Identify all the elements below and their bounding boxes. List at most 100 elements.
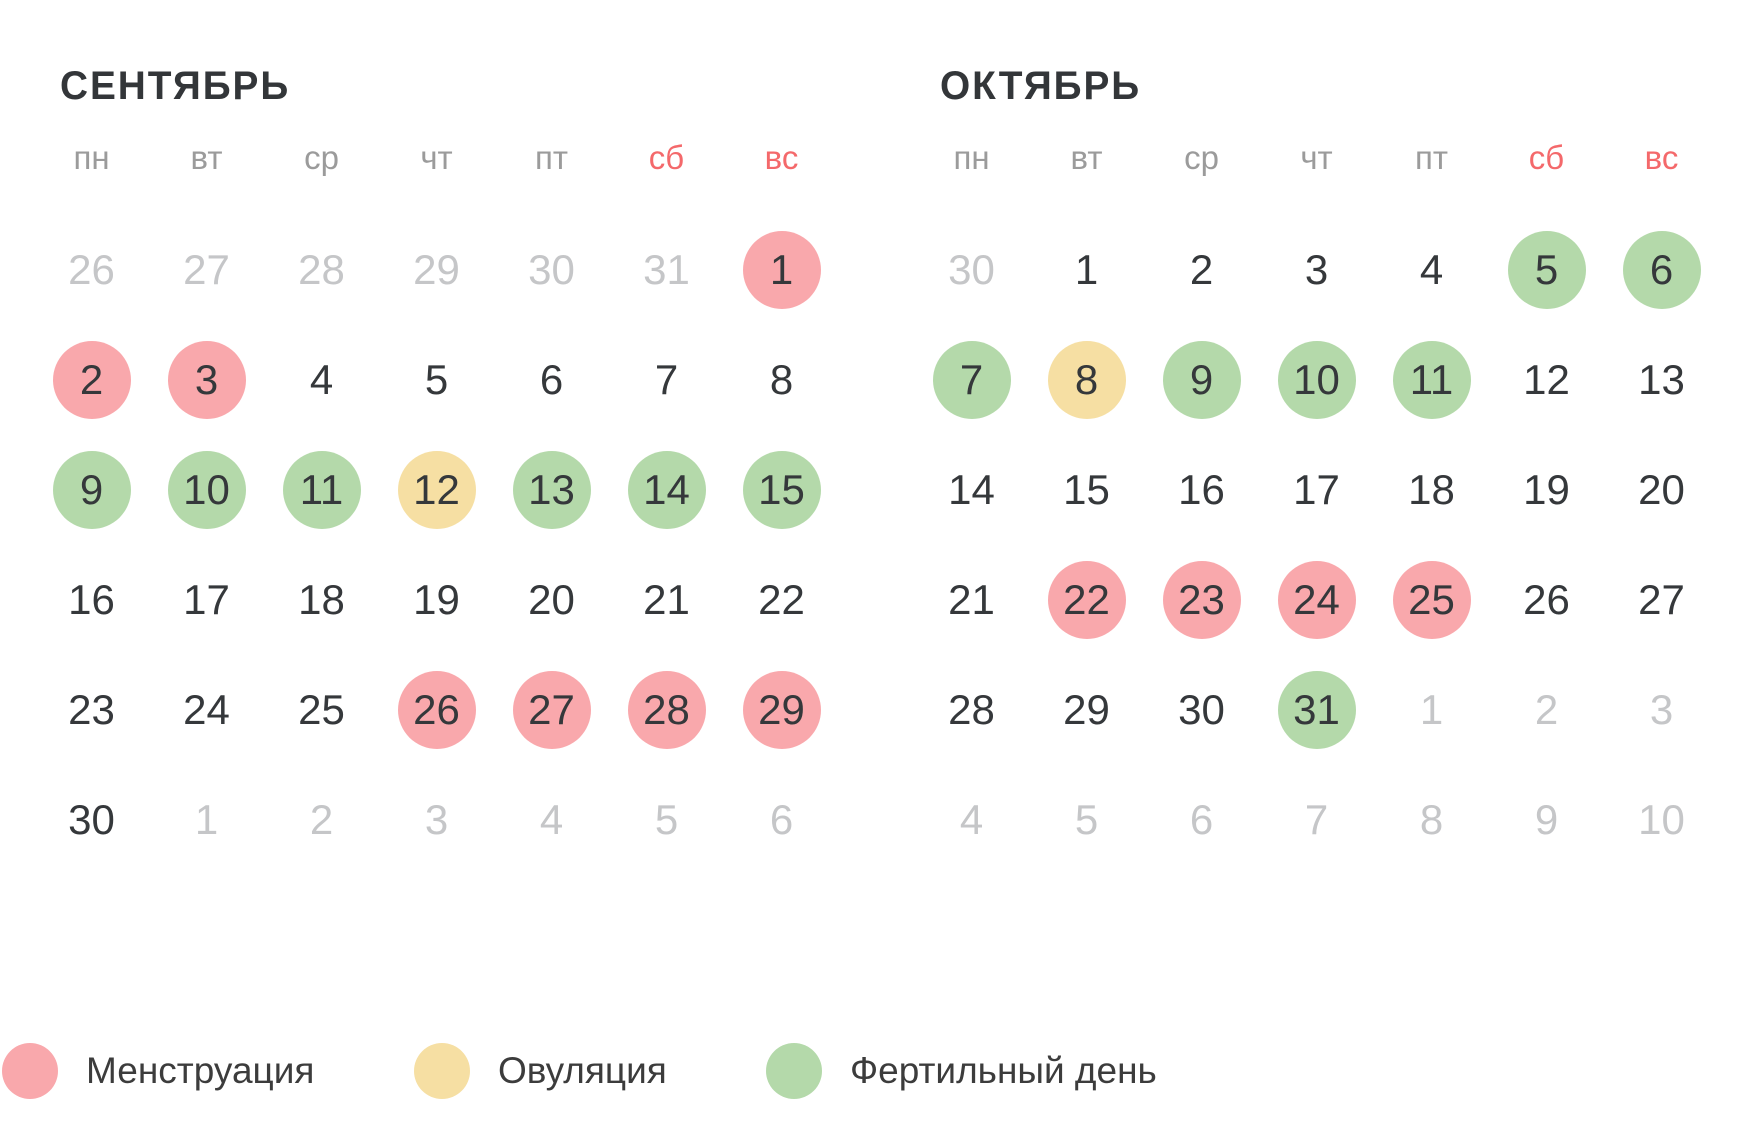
day-cell-october-11[interactable]: 11 xyxy=(1374,325,1489,435)
day-cell-october-2[interactable]: 2 xyxy=(1144,215,1259,325)
day-number: 17 xyxy=(183,576,230,623)
day-cell-september-18[interactable]: 13 xyxy=(494,435,609,545)
day-cell-september-6[interactable]: 1 xyxy=(724,215,839,325)
day-number: 6 xyxy=(539,356,564,403)
day-number: 16 xyxy=(1178,466,1225,513)
day-cell-october-29[interactable]: 29 xyxy=(1029,655,1144,765)
day-cell-october-23[interactable]: 23 xyxy=(1144,545,1259,655)
day-cell-september-7[interactable]: 2 xyxy=(34,325,149,435)
day-cell-october-30[interactable]: 30 xyxy=(1144,655,1259,765)
day-cell-october-41: 10 xyxy=(1604,765,1719,875)
day-cell-october-10[interactable]: 10 xyxy=(1259,325,1374,435)
weekday-label-september-вс: вс xyxy=(764,139,799,176)
day-cell-september-28[interactable]: 23 xyxy=(34,655,149,765)
day-number: 28 xyxy=(948,686,995,733)
day-cell-october-16[interactable]: 16 xyxy=(1144,435,1259,545)
ovulation-day-number: 12 xyxy=(397,451,476,529)
day-cell-september-30[interactable]: 25 xyxy=(264,655,379,765)
day-cell-october-12[interactable]: 12 xyxy=(1489,325,1604,435)
day-number: 27 xyxy=(1638,576,1685,623)
day-cell-october-18[interactable]: 18 xyxy=(1374,435,1489,545)
day-cell-october-25[interactable]: 25 xyxy=(1374,545,1489,655)
day-cell-october-17[interactable]: 17 xyxy=(1259,435,1374,545)
day-cell-september-10[interactable]: 5 xyxy=(379,325,494,435)
day-cell-september-13[interactable]: 8 xyxy=(724,325,839,435)
day-cell-october-21[interactable]: 21 xyxy=(914,545,1029,655)
day-number: 8 xyxy=(1419,796,1444,843)
day-cell-october-22[interactable]: 22 xyxy=(1029,545,1144,655)
day-cell-september-12[interactable]: 7 xyxy=(609,325,724,435)
day-cell-october-7[interactable]: 7 xyxy=(914,325,1029,435)
day-cell-october-27[interactable]: 27 xyxy=(1604,545,1719,655)
day-cell-september-35[interactable]: 30 xyxy=(34,765,149,875)
day-cell-september-15[interactable]: 10 xyxy=(149,435,264,545)
day-cell-september-9[interactable]: 4 xyxy=(264,325,379,435)
day-cell-october-33: 2 xyxy=(1489,655,1604,765)
day-cell-october-20[interactable]: 20 xyxy=(1604,435,1719,545)
day-cell-september-14[interactable]: 9 xyxy=(34,435,149,545)
day-cell-october-1[interactable]: 1 xyxy=(1029,215,1144,325)
day-number: 4 xyxy=(539,796,564,843)
fertile-day-number: 14 xyxy=(627,451,706,529)
day-cell-october-5[interactable]: 5 xyxy=(1489,215,1604,325)
day-cell-october-15[interactable]: 15 xyxy=(1029,435,1144,545)
day-cell-september-25[interactable]: 20 xyxy=(494,545,609,655)
day-cell-october-14[interactable]: 14 xyxy=(914,435,1029,545)
day-cell-october-32: 1 xyxy=(1374,655,1489,765)
day-number: 8 xyxy=(769,356,794,403)
day-cell-september-27[interactable]: 22 xyxy=(724,545,839,655)
day-cell-september-31[interactable]: 26 xyxy=(379,655,494,765)
weekday-label-october-пт: пт xyxy=(1415,139,1448,176)
day-cell-october-0: 30 xyxy=(914,215,1029,325)
day-cell-september-34[interactable]: 29 xyxy=(724,655,839,765)
day-cell-september-24[interactable]: 19 xyxy=(379,545,494,655)
day-cell-october-13[interactable]: 13 xyxy=(1604,325,1719,435)
day-cell-september-23[interactable]: 18 xyxy=(264,545,379,655)
day-number: 20 xyxy=(528,576,575,623)
fertile-day-number: 6 xyxy=(1622,231,1701,309)
day-number: 29 xyxy=(1063,686,1110,733)
day-cell-september-26[interactable]: 21 xyxy=(609,545,724,655)
day-cell-september-33[interactable]: 28 xyxy=(609,655,724,765)
menstruation-day-number: 3 xyxy=(167,341,246,419)
day-number: 4 xyxy=(309,356,334,403)
day-cell-october-28[interactable]: 28 xyxy=(914,655,1029,765)
legend-item-menstruation: Менструация xyxy=(2,1042,314,1100)
month-title-october: ОКТЯБРЬ xyxy=(940,64,1142,108)
weekday-label-october-вс: вс xyxy=(1644,139,1679,176)
days-grid-october: 30 1 2 3 4 5 6 7 8 9 10 11 12 13 14 15 16 17 18 19 20 21 22 23 2… xyxy=(914,215,1719,875)
day-cell-september-20[interactable]: 15 xyxy=(724,435,839,545)
day-cell-september-0: 26 xyxy=(34,215,149,325)
day-number: 30 xyxy=(528,246,575,293)
day-cell-october-39: 8 xyxy=(1374,765,1489,875)
day-number: 7 xyxy=(654,356,679,403)
weekday-label-october-ср: ср xyxy=(1184,139,1219,176)
day-cell-september-16[interactable]: 11 xyxy=(264,435,379,545)
day-cell-october-6[interactable]: 6 xyxy=(1604,215,1719,325)
menstruation-day-number: 1 xyxy=(742,231,821,309)
day-cell-october-19[interactable]: 19 xyxy=(1489,435,1604,545)
day-cell-october-8[interactable]: 8 xyxy=(1029,325,1144,435)
day-cell-october-37: 6 xyxy=(1144,765,1259,875)
day-number: 2 xyxy=(309,796,334,843)
day-cell-september-11[interactable]: 6 xyxy=(494,325,609,435)
day-cell-october-26[interactable]: 26 xyxy=(1489,545,1604,655)
day-cell-october-3[interactable]: 3 xyxy=(1259,215,1374,325)
day-cell-october-9[interactable]: 9 xyxy=(1144,325,1259,435)
day-cell-september-22[interactable]: 17 xyxy=(149,545,264,655)
day-cell-september-29[interactable]: 24 xyxy=(149,655,264,765)
day-cell-september-19[interactable]: 14 xyxy=(609,435,724,545)
day-cell-october-24[interactable]: 24 xyxy=(1259,545,1374,655)
menstruation-day-number: 28 xyxy=(627,671,706,749)
day-number: 4 xyxy=(959,796,984,843)
day-cell-september-32[interactable]: 27 xyxy=(494,655,609,765)
weekday-label-october-чт: чт xyxy=(1300,139,1333,176)
day-cell-october-31[interactable]: 31 xyxy=(1259,655,1374,765)
day-cell-october-4[interactable]: 4 xyxy=(1374,215,1489,325)
day-cell-september-8[interactable]: 3 xyxy=(149,325,264,435)
day-cell-september-41: 6 xyxy=(724,765,839,875)
day-number: 16 xyxy=(68,576,115,623)
day-cell-september-17[interactable]: 12 xyxy=(379,435,494,545)
day-cell-september-21[interactable]: 16 xyxy=(34,545,149,655)
day-number: 17 xyxy=(1293,466,1340,513)
